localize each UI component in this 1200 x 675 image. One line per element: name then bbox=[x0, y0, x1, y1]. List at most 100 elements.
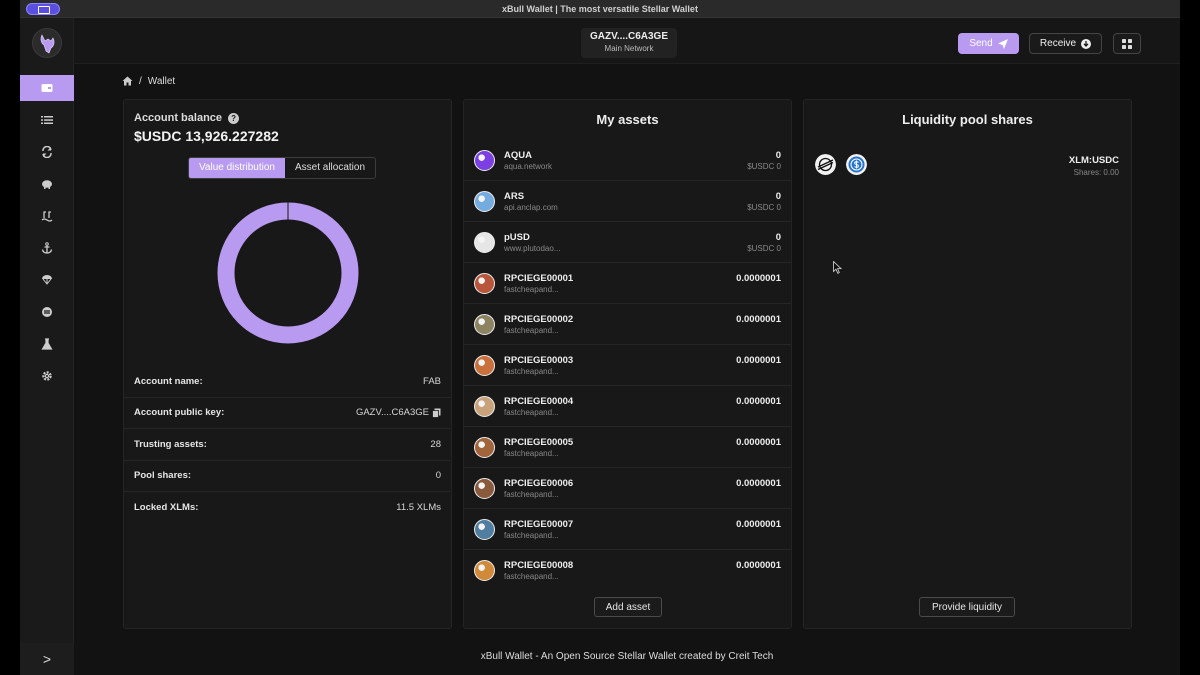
asset-code: RPCIEGE00005 bbox=[504, 437, 574, 448]
asset-row[interactable]: RPCIEGE00008 fastcheapand... 0.0000001 bbox=[464, 550, 791, 591]
donut-slice[interactable] bbox=[217, 202, 359, 344]
piggy-bank-icon bbox=[42, 180, 52, 189]
sidebar-collapse-button[interactable]: > bbox=[20, 643, 74, 675]
breadcrumb-separator: / bbox=[139, 75, 142, 87]
info-label: Trusting assets: bbox=[134, 438, 207, 450]
swap-icon bbox=[42, 146, 52, 158]
asset-logo-icon bbox=[474, 314, 495, 335]
tab-value-distribution[interactable]: Value distribution bbox=[189, 158, 285, 178]
asset-domain: www.plutodao... bbox=[504, 244, 561, 253]
asset-balance: 0.0000001 bbox=[736, 396, 781, 407]
apps-grid-button[interactable] bbox=[1113, 33, 1141, 54]
receive-button[interactable]: Receive bbox=[1029, 33, 1102, 54]
title-bar: xBull Wallet | The most versatile Stella… bbox=[20, 0, 1180, 18]
asset-domain: fastcheapand... bbox=[504, 449, 559, 458]
asset-code: RPCIEGE00007 bbox=[504, 519, 574, 530]
info-value-wrap: GAZV....C6A3GE bbox=[356, 407, 441, 418]
asset-code: ARS bbox=[504, 191, 525, 202]
sidebar-item-savings[interactable] bbox=[20, 171, 74, 197]
asset-balance: 0.0000001 bbox=[736, 560, 781, 571]
asset-code: RPCIEGE00004 bbox=[504, 396, 574, 407]
sidebar-item-anchors[interactable] bbox=[20, 235, 74, 261]
airdrop-icon bbox=[42, 275, 52, 285]
asset-balance: 0.0000001 bbox=[736, 273, 781, 284]
asset-logo-icon bbox=[474, 232, 495, 253]
assets-panel: My assets AQUA aqua.network 0 $USDC 0 ARS api… bbox=[463, 99, 792, 629]
asset-domain: fastcheapand... bbox=[504, 572, 559, 581]
account-selector[interactable]: GAZV....C6A3GE Main Network bbox=[581, 28, 677, 58]
grid-icon bbox=[1122, 38, 1132, 49]
asset-balance: 0.0000001 bbox=[736, 355, 781, 366]
footer: xBull Wallet - An Open Source Stellar Wa… bbox=[480, 651, 774, 662]
home-icon[interactable] bbox=[122, 76, 133, 86]
pool-row[interactable]: XLM:USDC Shares: 0.00 bbox=[804, 152, 1131, 182]
asset-row[interactable]: pUSD www.plutodao... 0 $USDC 0 bbox=[464, 222, 791, 263]
asset-row[interactable]: RPCIEGE00005 fastcheapand... 0.0000001 bbox=[464, 427, 791, 468]
liquidity-pool-panel: Liquidity pool shares XLM:USDC Shares: 0… bbox=[803, 99, 1132, 629]
sidebar-item-swap[interactable] bbox=[20, 139, 74, 165]
asset-domain: fastcheapand... bbox=[504, 490, 559, 499]
xbull-logo[interactable] bbox=[32, 28, 62, 58]
stellar-xlm-icon bbox=[815, 154, 836, 175]
asset-logo-icon bbox=[474, 191, 495, 212]
sidebar-item-settings[interactable] bbox=[20, 363, 74, 389]
asset-row[interactable]: ARS api.anclap.com 0 $USDC 0 bbox=[464, 181, 791, 222]
asset-balance: 0.0000001 bbox=[736, 437, 781, 448]
asset-row[interactable]: RPCIEGE00007 fastcheapand... 0.0000001 bbox=[464, 509, 791, 550]
info-label: Pool shares: bbox=[134, 470, 192, 482]
mouse-cursor-icon bbox=[833, 261, 842, 274]
breadcrumb: / Wallet bbox=[122, 74, 175, 88]
window-title: xBull Wallet | The most versatile Stella… bbox=[502, 4, 698, 14]
provide-liquidity-button[interactable]: Provide liquidity bbox=[919, 597, 1015, 617]
info-label: Account name: bbox=[134, 375, 203, 387]
asset-row[interactable]: AQUA aqua.network 0 $USDC 0 bbox=[464, 140, 791, 181]
add-asset-button[interactable]: Add asset bbox=[594, 597, 662, 617]
sidebar: > bbox=[20, 18, 74, 675]
asset-row[interactable]: RPCIEGE00001 fastcheapand... 0.0000001 bbox=[464, 263, 791, 304]
sidebar-item-liquidity[interactable] bbox=[20, 203, 74, 229]
pool-title: Liquidity pool shares bbox=[902, 112, 1033, 127]
asset-logo-icon bbox=[474, 478, 495, 499]
asset-logo-icon bbox=[474, 396, 495, 417]
send-button[interactable]: Send bbox=[958, 33, 1019, 54]
balance-label: Account balance bbox=[134, 112, 223, 124]
download-circle-icon bbox=[1081, 38, 1092, 49]
asset-logo-icon bbox=[474, 150, 495, 171]
list-icon bbox=[41, 116, 53, 124]
asset-code: RPCIEGE00002 bbox=[504, 314, 574, 325]
tab-asset-allocation[interactable]: Asset allocation bbox=[294, 162, 366, 173]
help-icon[interactable]: ? bbox=[228, 112, 240, 124]
sidebar-item-list[interactable] bbox=[20, 107, 74, 133]
liquidity-pool-icon bbox=[41, 211, 53, 222]
receive-label: Receive bbox=[1039, 38, 1077, 49]
info-row-trusting-assets: Trusting assets: 28 bbox=[124, 429, 451, 461]
donut-chart bbox=[217, 202, 359, 344]
asset-domain: fastcheapand... bbox=[504, 367, 559, 376]
asset-row[interactable]: RPCIEGE00002 fastcheapand... 0.0000001 bbox=[464, 304, 791, 345]
sidebar-item-wallet[interactable] bbox=[20, 75, 74, 101]
asset-logo-icon bbox=[474, 273, 495, 294]
breadcrumb-current: Wallet bbox=[147, 75, 176, 87]
asset-logo-icon bbox=[474, 355, 495, 376]
balance-panel: Account balance ? $USDC 13,926.227282 Va… bbox=[123, 99, 452, 629]
balance-value: $USDC 13,926.227282 bbox=[134, 128, 279, 144]
copy-icon[interactable] bbox=[432, 408, 441, 418]
sidebar-item-lab[interactable] bbox=[20, 331, 74, 357]
pool-shares: Shares: 0.00 bbox=[1073, 168, 1119, 177]
asset-domain: fastcheapand... bbox=[504, 531, 559, 540]
gear-icon bbox=[42, 371, 52, 381]
asset-row[interactable]: RPCIEGE00004 fastcheapand... 0.0000001 bbox=[464, 386, 791, 427]
asset-row[interactable]: RPCIEGE00003 fastcheapand... 0.0000001 bbox=[464, 345, 791, 386]
anchor-icon bbox=[41, 242, 53, 254]
sidebar-item-airdrops[interactable] bbox=[20, 267, 74, 293]
asset-code: RPCIEGE00008 bbox=[504, 560, 574, 571]
asset-row[interactable]: RPCIEGE00006 fastcheapand... 0.0000001 bbox=[464, 468, 791, 509]
window-badge-icon[interactable] bbox=[26, 3, 60, 15]
lab-flask-icon bbox=[41, 338, 53, 350]
asset-list: AQUA aqua.network 0 $USDC 0 ARS api.anclap.co… bbox=[464, 140, 791, 591]
asset-code: RPCIEGE00006 bbox=[504, 478, 574, 489]
send-label: Send bbox=[969, 38, 993, 49]
asset-logo-icon bbox=[474, 560, 495, 581]
info-row-locked-xlm: Locked XLMs: 11.5 XLMs bbox=[124, 492, 451, 524]
sidebar-item-soroban[interactable] bbox=[20, 299, 74, 325]
